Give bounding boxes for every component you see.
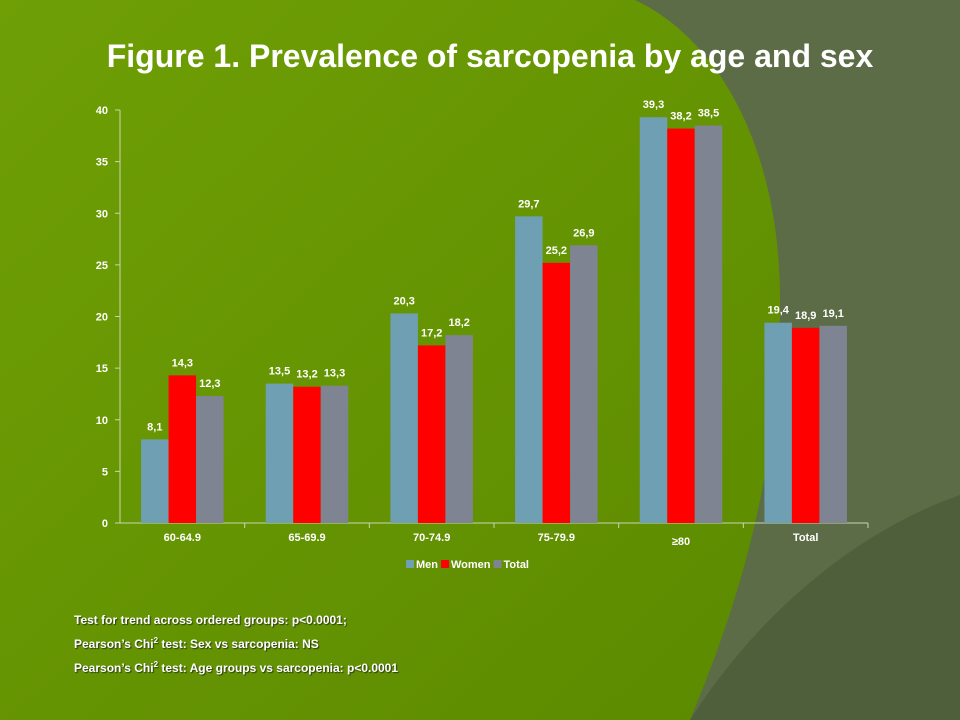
data-label: 20,3 (393, 295, 414, 307)
data-label: 39,3 (643, 99, 664, 111)
legend-label-women: Women (451, 559, 491, 571)
legend-swatch-women (441, 560, 449, 568)
data-label: 38,2 (670, 111, 691, 123)
bar-men (390, 313, 418, 523)
x-tick-label: 65-69.9 (288, 532, 325, 544)
bar-women (542, 262, 571, 523)
data-label: 25,2 (546, 245, 567, 257)
bar-total (196, 396, 224, 523)
bar-men (141, 439, 169, 523)
x-tick-label: Total (793, 532, 818, 544)
y-tick-label: 25 (96, 260, 108, 272)
legend-label-total: Total (504, 559, 529, 571)
chart-title: Figure 1. Prevalence of sarcopenia by ag… (106, 38, 874, 74)
chart-bars: 8,1 14,3 12,3 13,5 13,2 13,3 20,3 17,2 18,2 29,7 2… (141, 99, 847, 524)
bar-men (515, 216, 543, 523)
data-label: 8,1 (147, 421, 162, 433)
data-label: 13,5 (269, 366, 290, 378)
background-swoosh (0, 0, 780, 720)
y-tick-label: 30 (96, 208, 108, 220)
bar-women (168, 375, 197, 523)
data-label: 12,3 (199, 378, 220, 390)
y-tick-label: 20 (96, 312, 108, 324)
y-tick-label: 15 (96, 363, 108, 375)
x-tick-label: 75-79.9 (538, 532, 575, 544)
y-tick-label: 10 (96, 415, 108, 427)
bar-women (293, 386, 321, 523)
legend-label-men: Men (416, 559, 438, 571)
y-tick-label: 40 (96, 105, 108, 117)
y-tick-label: 0 (102, 518, 108, 530)
data-label: 29,7 (518, 198, 539, 210)
data-label: 17,2 (421, 327, 442, 339)
data-label: 19,1 (822, 308, 843, 320)
data-label: 18,9 (795, 310, 816, 322)
data-label: 13,3 (324, 368, 345, 380)
y-tick-label: 5 (102, 466, 108, 478)
note-sex-test: Pearson’s Chi2 test: Sex vs sarcopenia: … (74, 636, 319, 651)
bar-total (570, 245, 598, 523)
data-label: 26,9 (573, 227, 594, 239)
bar-men (265, 383, 294, 523)
data-label: 14,3 (172, 357, 193, 369)
data-label: 13,2 (296, 369, 317, 381)
chart-legend: Men Women Total (406, 559, 529, 571)
bar-total (819, 325, 847, 523)
x-tick-label: ≥80 (672, 536, 690, 548)
x-tick-label: 60-64.9 (164, 532, 201, 544)
bar-women (667, 128, 695, 523)
chart-axes: 0 5 10 15 20 25 30 35 40 60-64.9 65-69.9 70-74.9 75-… (96, 105, 869, 548)
bar-women (417, 345, 446, 523)
bar-men (639, 117, 668, 523)
bar-total (320, 385, 349, 523)
data-label: 38,5 (698, 107, 719, 119)
bar-total (694, 125, 723, 524)
data-label: 18,2 (448, 317, 469, 329)
note-age-test: Pearson’s Chi2 test: Age groups vs sarco… (74, 660, 399, 675)
legend-swatch-total (493, 560, 502, 568)
bar-total (445, 335, 473, 523)
background-corner (690, 495, 960, 720)
data-label: 19,4 (767, 305, 789, 317)
bar-men (764, 322, 792, 523)
y-tick-label: 35 (96, 157, 108, 169)
legend-swatch-men (406, 560, 414, 568)
bar-women (791, 327, 820, 523)
x-tick-label: 70-74.9 (413, 532, 450, 544)
note-trend: Test for trend across ordered groups: p<… (74, 613, 347, 627)
